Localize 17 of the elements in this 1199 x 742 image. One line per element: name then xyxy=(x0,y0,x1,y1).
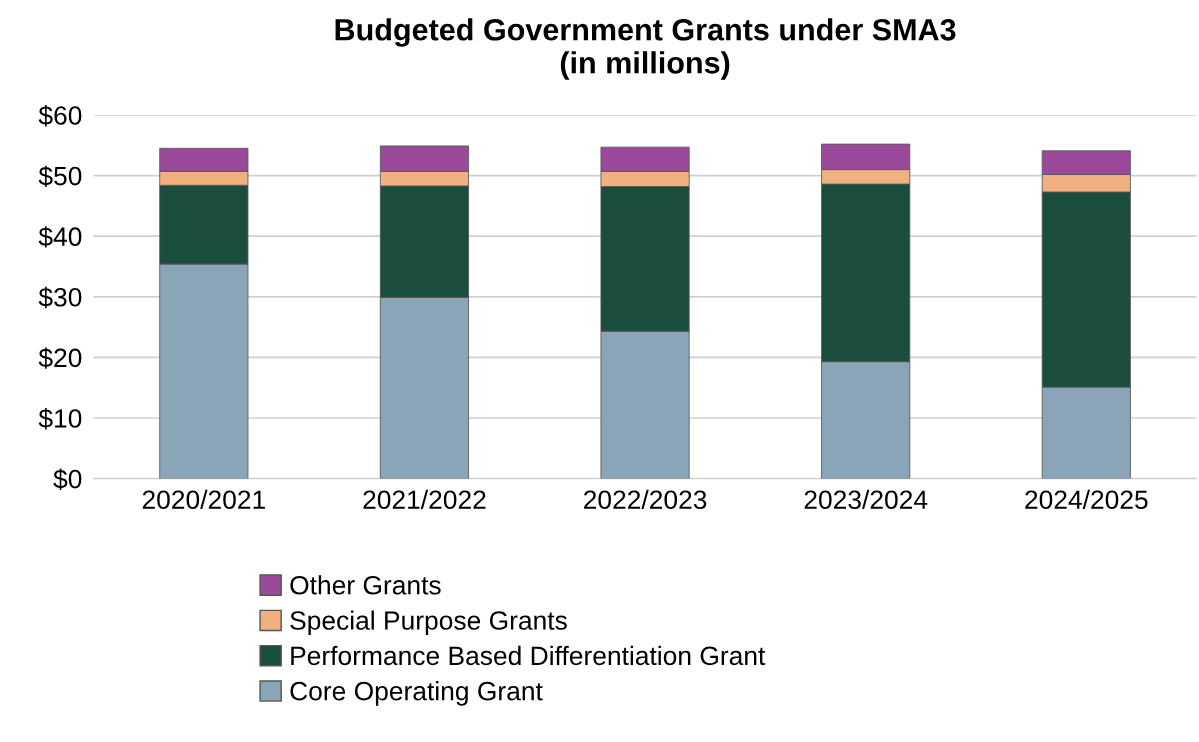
x-tick-label: 2020/2021 xyxy=(142,489,265,510)
legend-label: Core Operating Grant xyxy=(290,681,543,706)
y-tick-label: $20 xyxy=(38,347,82,369)
y-tick-label: $40 xyxy=(38,226,82,248)
x-tick-label: 2024/2025 xyxy=(1025,489,1148,510)
legend-label: Performance Based Differentiation Grant xyxy=(291,645,766,666)
legend-label: Special Purpose Grants xyxy=(290,610,567,636)
y-tick-label: $0 xyxy=(53,468,82,490)
chart-title: Budgeted Government Grants under SMA3 (in millions) xyxy=(335,18,956,80)
y-tick-label: $50 xyxy=(38,165,82,187)
x-tick-label: 2022/2023 xyxy=(584,489,707,510)
y-tick-label: $60 xyxy=(38,105,82,127)
x-tick-label: 2023/2024 xyxy=(804,489,928,510)
legend-label: Other Grants xyxy=(290,575,441,595)
y-tick-label: $10 xyxy=(38,408,82,430)
y-tick-label: $30 xyxy=(38,286,82,309)
x-tick-label: 2021/2022 xyxy=(363,489,486,510)
